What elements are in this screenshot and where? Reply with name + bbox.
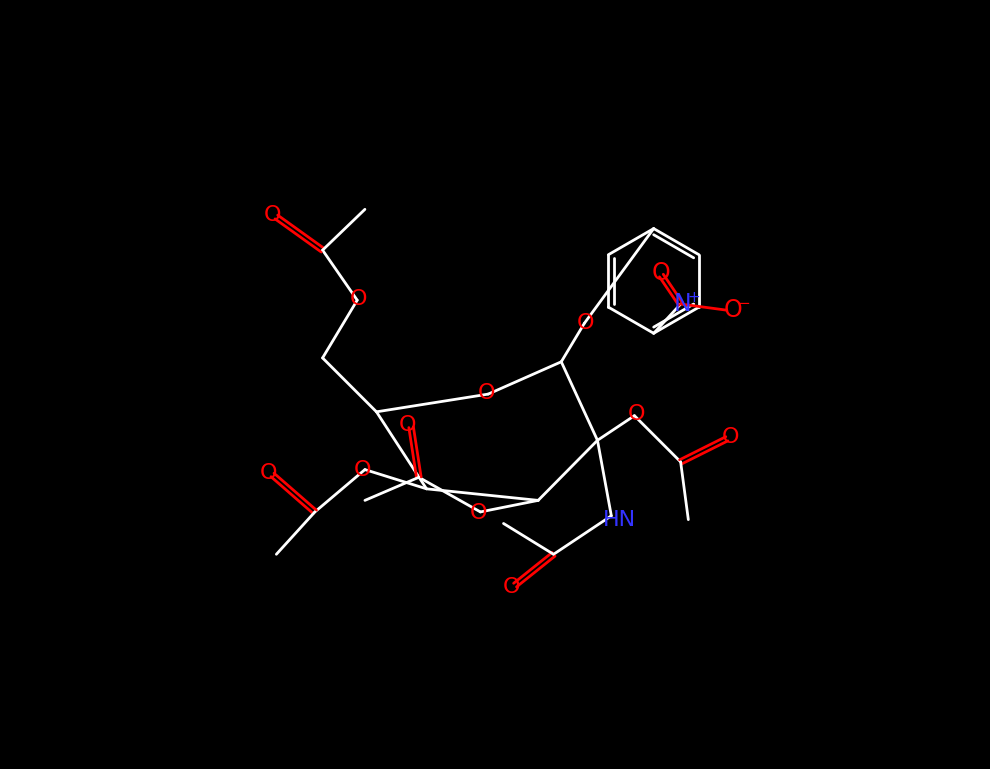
Text: HN: HN [603,511,636,531]
Text: O: O [260,464,277,484]
Text: O: O [503,577,520,597]
Text: O: O [628,404,645,424]
Text: O: O [353,461,371,481]
Text: O: O [577,313,595,333]
Text: N: N [673,292,691,316]
Text: O: O [722,428,740,448]
Text: O: O [263,205,281,225]
Text: O: O [478,383,495,403]
Text: O: O [652,261,671,285]
Text: O: O [724,298,742,322]
Text: O: O [470,503,488,523]
Text: +: + [687,291,700,305]
Text: O: O [399,415,416,435]
Text: −: − [738,296,750,311]
Text: O: O [350,288,367,308]
